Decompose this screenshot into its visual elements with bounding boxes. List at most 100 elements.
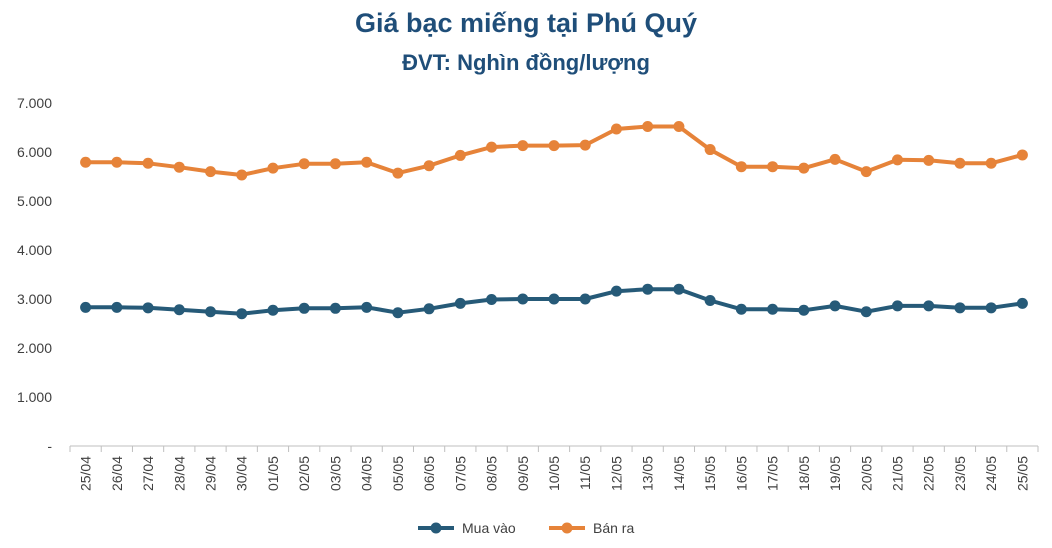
x-tick-label: 05/05	[390, 456, 406, 491]
series-2-point	[735, 161, 747, 173]
x-tick-label: 13/05	[640, 456, 656, 491]
series-1-point	[610, 285, 622, 297]
y-tick-label: 3.000	[17, 291, 52, 307]
series-2-point	[517, 140, 529, 152]
y-tick-label: 6.000	[17, 144, 52, 160]
y-tick-label: 7.000	[17, 95, 52, 111]
x-tick-label: 15/05	[702, 456, 718, 491]
legend-label-2: Bán ra	[593, 520, 634, 536]
series-2-point	[954, 157, 966, 169]
series-2-point	[860, 166, 872, 178]
series-2-point	[80, 156, 92, 168]
series-2-point	[610, 123, 622, 135]
series-1-point	[704, 294, 716, 306]
series-1-point	[923, 300, 935, 312]
series-1-point	[517, 293, 529, 305]
y-tick-label: 5.000	[17, 193, 52, 209]
x-tick-label: 19/05	[827, 456, 843, 491]
chart-title: Giá bạc miếng tại Phú Quý	[354, 8, 698, 38]
x-tick-label: 01/05	[265, 456, 281, 491]
series-1-point	[329, 302, 341, 314]
y-tick-label: 1.000	[17, 389, 52, 405]
series-1-point	[454, 297, 466, 309]
series-1-point	[142, 302, 154, 314]
series-2-point	[486, 141, 498, 153]
series-2-point	[704, 144, 716, 156]
x-tick-label: 22/05	[921, 456, 937, 491]
x-tick-label: 07/05	[452, 456, 468, 491]
series-1-point	[80, 301, 92, 313]
series-1-point	[767, 303, 779, 315]
series-2-point	[361, 156, 373, 168]
series-1-point	[205, 306, 217, 318]
series-1-point	[423, 303, 435, 315]
series-2-point	[423, 160, 435, 172]
x-tick-label: 20/05	[858, 456, 874, 491]
series-1-point	[267, 304, 279, 316]
series-2-point	[392, 167, 404, 179]
x-tick-label: 16/05	[733, 456, 749, 491]
x-tick-label: 04/05	[359, 456, 375, 491]
axes: - 1.000 2.000 3.000 4.000 5.000 6.000 7.000 25/0…	[17, 95, 1039, 491]
x-tick-label: 12/05	[608, 456, 624, 491]
y-tick-label: 2.000	[17, 340, 52, 356]
series-2-point	[236, 169, 248, 181]
series-lines	[80, 121, 1028, 320]
series-2-point	[642, 121, 654, 133]
series-2-point	[454, 149, 466, 161]
series-1-point	[298, 302, 310, 314]
series-2-point	[111, 156, 123, 168]
series-1-point	[579, 293, 591, 305]
series-2-point	[1016, 149, 1028, 161]
y-tick-label: 4.000	[17, 242, 52, 258]
series-2-point	[798, 162, 810, 174]
x-tick-label: 24/05	[983, 456, 999, 491]
x-tick-label: 25/04	[78, 456, 94, 491]
x-tick-label: 25/05	[1014, 456, 1030, 491]
series-2-point	[579, 139, 591, 151]
series-1-point	[985, 302, 997, 314]
series-2-point	[673, 121, 685, 133]
series-1-point	[392, 307, 404, 319]
x-tick-label: 28/04	[171, 456, 187, 491]
series-1-point	[829, 300, 841, 312]
series-1-point	[673, 283, 685, 295]
x-tick-label: 09/05	[515, 456, 531, 491]
series-2-point	[985, 157, 997, 169]
x-tick-label: 18/05	[796, 456, 812, 491]
x-tick-label: 26/04	[109, 456, 125, 491]
legend-marker-1	[430, 522, 442, 534]
x-tick-label: 21/05	[889, 456, 905, 491]
series-1-point	[486, 293, 498, 305]
series-2-point	[173, 161, 185, 173]
series-1-point	[236, 308, 248, 320]
series-2-point	[267, 162, 279, 174]
series-1-point	[1016, 297, 1028, 309]
legend-marker-2	[561, 522, 573, 534]
chart-subtitle: ĐVT: Nghìn đồng/lượng	[402, 50, 650, 75]
x-tick-label: 17/05	[765, 456, 781, 491]
series-2-point	[142, 157, 154, 169]
x-tick-label: 14/05	[671, 456, 687, 491]
series-2-point	[829, 153, 841, 165]
series-2-point	[548, 140, 560, 152]
x-tick-label: 23/05	[952, 456, 968, 491]
x-tick-label: 03/05	[327, 456, 343, 491]
series-1-point	[111, 301, 123, 313]
series-1-point	[798, 304, 810, 316]
legend: Mua vào Bán ra	[418, 520, 634, 536]
x-tick-label: 10/05	[546, 456, 562, 491]
series-1-point	[173, 304, 185, 316]
x-tick-label: 29/04	[203, 456, 219, 491]
x-tick-label: 08/05	[484, 456, 500, 491]
series-2-point	[767, 161, 779, 173]
x-tick-label: 27/04	[140, 456, 156, 491]
x-tick-label: 30/04	[234, 456, 250, 491]
series-1-point	[891, 300, 903, 312]
x-tick-label: 11/05	[577, 456, 593, 490]
series-1-point	[735, 303, 747, 315]
series-2-point	[891, 154, 903, 166]
series-2-point	[923, 154, 935, 166]
